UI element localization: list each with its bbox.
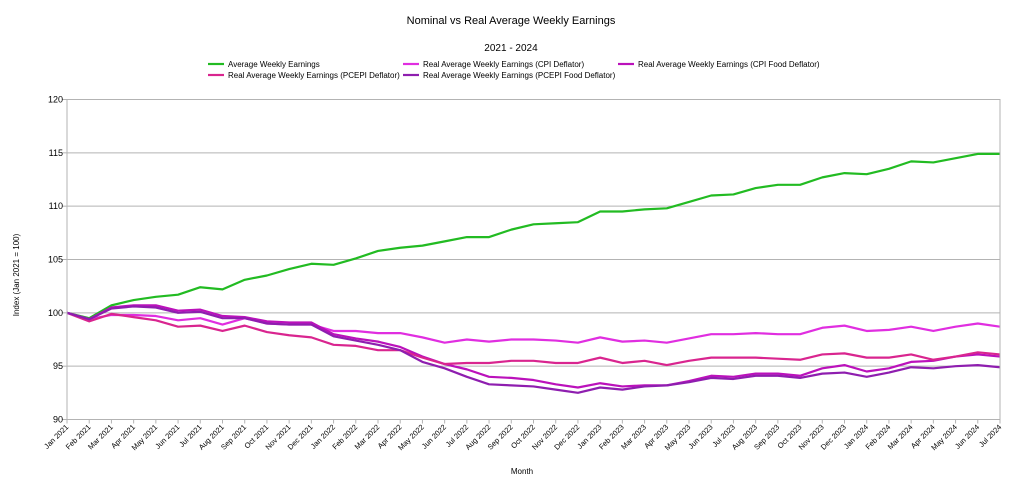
chart-title: Nominal vs Real Average Weekly Earnings (407, 15, 616, 27)
gridlines (67, 99, 1000, 420)
y-tick-label: 105 (48, 255, 63, 265)
x-tick-label: Jun 2024 (953, 423, 981, 451)
x-tick-label: Jun 2022 (420, 423, 448, 451)
legend-label: Real Average Weekly Earnings (CPI Deflat… (423, 60, 584, 69)
chart-subtitle: 2021 - 2024 (484, 43, 538, 54)
y-tick-label: 120 (48, 95, 63, 105)
y-tick-label: 95 (53, 361, 63, 371)
series-line-3 (66, 304, 1001, 389)
series-line-1 (66, 152, 1000, 320)
plot-area (66, 99, 1001, 420)
legend-label: Real Average Weekly Earnings (PCEPI Defl… (228, 71, 400, 80)
series-line-4 (66, 311, 1001, 367)
series-line-5 (66, 305, 1001, 394)
y-tick-label: 110 (49, 201, 63, 211)
y-axis-ticks: 90 95 100 105 110 115 120 (48, 95, 67, 425)
y-tick-label: 115 (49, 148, 63, 158)
series-lines (66, 152, 1001, 394)
x-tick-label: Jul 2024 (977, 423, 1003, 449)
legend-label: Average Weekly Earnings (228, 60, 320, 69)
series-line-2 (66, 311, 1001, 344)
legend-label: Real Average Weekly Earnings (CPI Food D… (638, 60, 820, 69)
x-axis-title: Month (511, 467, 533, 476)
y-tick-label: 90 (53, 415, 63, 425)
x-tick-label: Jun 2021 (153, 423, 181, 451)
x-tick-label: Jun 2023 (686, 423, 714, 451)
legend-label: Real Average Weekly Earnings (PCEPI Food… (423, 71, 616, 80)
y-axis-title: Index (Jan 2021 = 100) (12, 233, 21, 316)
y-tick-label: 100 (48, 308, 63, 318)
legend: Average Weekly Earnings Real Average Week… (208, 60, 820, 80)
